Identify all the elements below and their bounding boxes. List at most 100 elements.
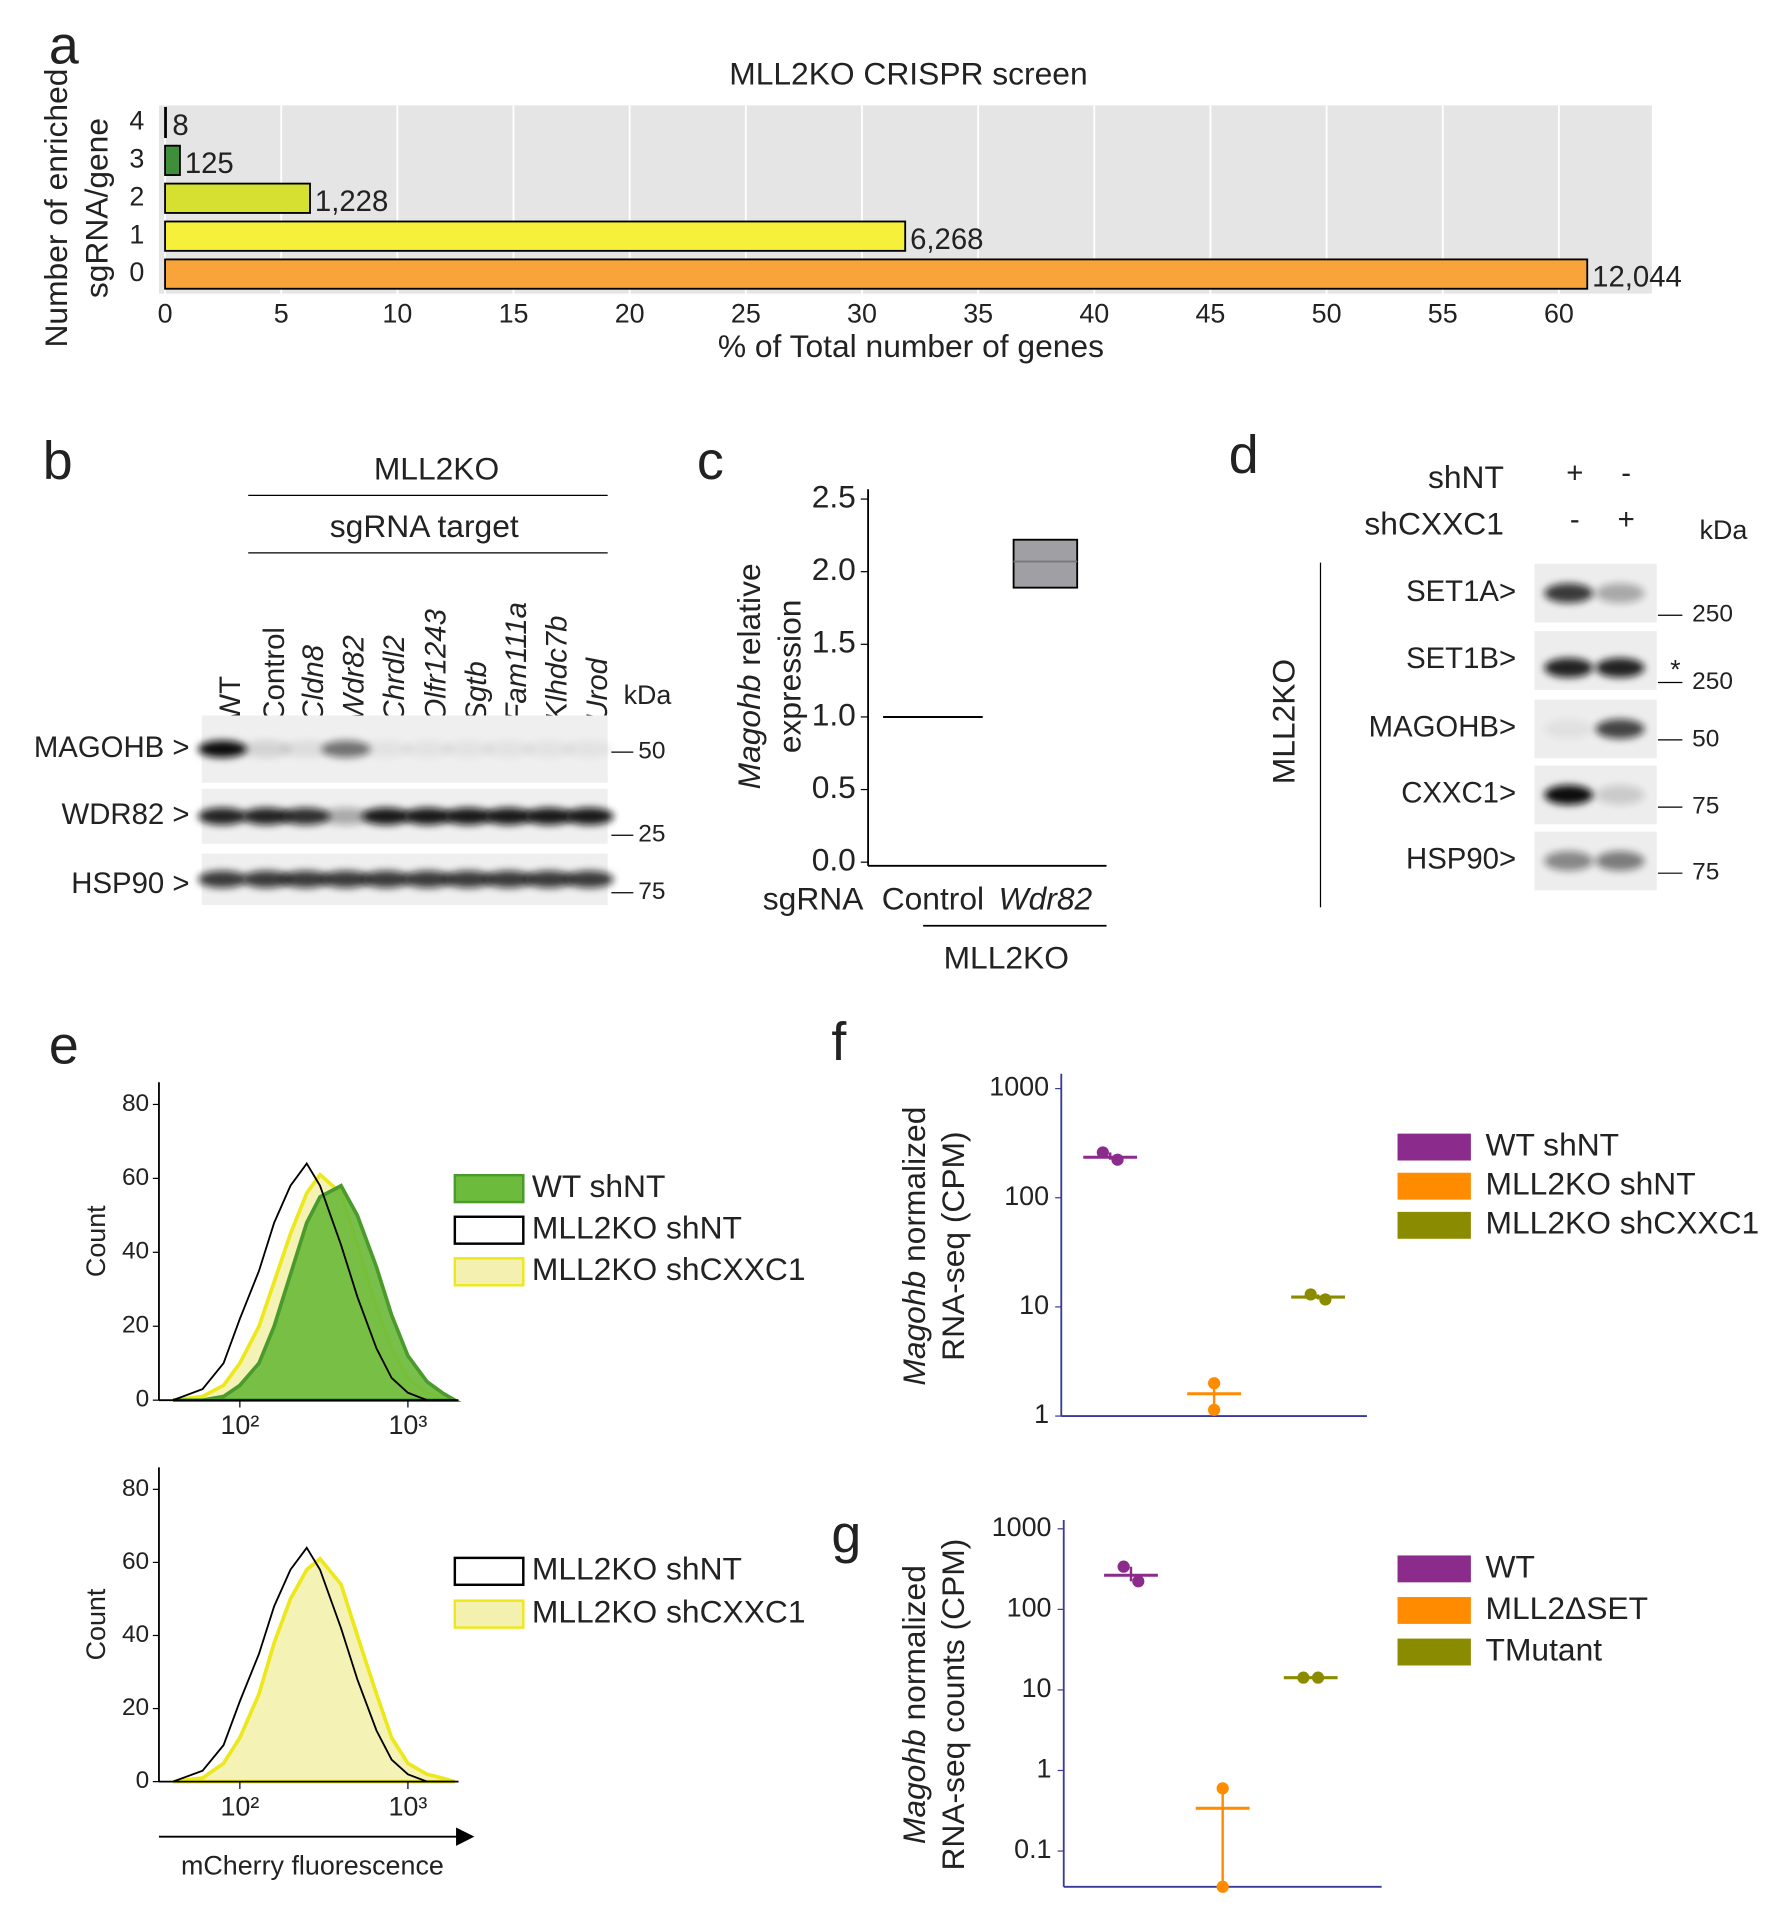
data-label: 12,044 (1592, 261, 1682, 294)
y-tick-label: 40 (122, 1238, 149, 1265)
data-label: 6,268 (910, 223, 983, 256)
legend-label: MLL2KO shCXXC1 (532, 1594, 806, 1630)
marker-label: 50 (638, 738, 665, 765)
bar (164, 144, 181, 176)
row-label: HSP90> (1406, 843, 1516, 876)
data-point (1208, 1377, 1221, 1390)
legend-swatch (1397, 1172, 1471, 1200)
y-axis-label: Number of enriched (38, 69, 74, 348)
unit-label: kDa (1700, 515, 1748, 545)
marker-label: 50 (1692, 725, 1719, 752)
condition-label: shNT (1428, 459, 1504, 495)
y-axis-label-part: Magohb (896, 1271, 932, 1386)
blot-band (1544, 851, 1594, 871)
bar (164, 220, 907, 252)
blot-band (403, 807, 453, 825)
legend-label: WT shNT (532, 1168, 666, 1204)
data-point (1216, 1880, 1229, 1893)
x-tick-label: 35 (963, 299, 993, 329)
legend-label: MLL2KO shCXXC1 (1486, 1205, 1760, 1241)
group-label: MLL2KO (1266, 659, 1302, 784)
x-axis-label: mCherry fluorescence (181, 1850, 444, 1880)
y-tick-label: 60 (122, 1548, 149, 1575)
row-label: MAGOHB> (1369, 711, 1517, 744)
y-tick-label: 1000 (992, 1512, 1052, 1542)
legend-swatch (1397, 1555, 1471, 1583)
blot-band (524, 870, 574, 888)
row-label: WDR82 > (62, 798, 190, 831)
data-point (1117, 1560, 1130, 1573)
blot-band (281, 870, 331, 888)
y-tick-label: 10 (1019, 1290, 1049, 1320)
blot-band (524, 807, 574, 825)
y-axis-label: Magohb relative (731, 563, 767, 789)
y-axis-label: RNA-seq (CPM) (936, 1131, 972, 1360)
blot-band (198, 807, 247, 825)
x-axis-label: sgRNA (763, 881, 864, 917)
y-axis-label-part: Magohb (731, 675, 767, 790)
marker-label: 250 (1692, 601, 1733, 628)
blot-band (1595, 719, 1645, 739)
legend-label: MLL2KO shNT (1486, 1166, 1696, 1202)
panel-letter: b (43, 431, 73, 491)
blot-band (564, 740, 614, 758)
lane-label: Wdr82 (338, 635, 371, 721)
condition-sign: + (1566, 456, 1583, 489)
data-label: 125 (185, 147, 234, 180)
panel-letter: c (697, 431, 724, 491)
panel-letter: g (831, 1505, 861, 1565)
panel-letter: f (831, 1012, 847, 1072)
data-point (1319, 1293, 1332, 1306)
x-tick-label: 40 (1079, 299, 1109, 329)
data-point (1208, 1403, 1221, 1416)
y-tick-label: 80 (122, 1090, 149, 1117)
x-tick-label: 50 (1312, 299, 1342, 329)
data-point (1311, 1671, 1325, 1684)
data-point (1216, 1782, 1229, 1795)
legend-swatch (1397, 1133, 1471, 1161)
group-label: sgRNA target (330, 508, 519, 544)
y-axis-label-part: expression (772, 600, 808, 754)
x-tick-label: 10 (382, 299, 412, 329)
lane-label: Klhdc7b (541, 616, 574, 722)
y-tick-label: 0.0 (812, 842, 856, 878)
y-axis-label: Count (81, 1588, 111, 1660)
marker-label: 25 (638, 821, 665, 848)
row-label: SET1A> (1406, 575, 1516, 608)
y-axis-label: RNA-seq counts (CPM) (936, 1539, 972, 1871)
lane-label: Fam111a (500, 602, 533, 722)
marker-label: 75 (638, 878, 665, 905)
lane-label: Chrdl2 (378, 635, 411, 721)
y-tick-label: 0 (129, 257, 144, 287)
panel-letter: d (1229, 425, 1259, 485)
x-tick-label: Wdr82 (999, 881, 1093, 917)
legend-label: MLL2KO shNT (532, 1210, 742, 1246)
blot-band (321, 870, 371, 888)
condition-sign: + (1618, 503, 1635, 536)
legend-swatch (453, 1599, 525, 1629)
y-tick-label: 3 (129, 143, 144, 173)
data-label: 1,228 (315, 185, 388, 218)
lane-label: Urod (581, 656, 614, 721)
row-label: SET1B> (1406, 642, 1516, 675)
marker-label: 75 (1692, 859, 1719, 886)
y-axis-label-part: normalized (896, 1565, 932, 1729)
blot-band (1595, 785, 1645, 805)
blot-band (564, 870, 614, 888)
lane-label: Olfr1243 (419, 608, 452, 721)
bar (164, 106, 167, 139)
row-label: HSP90 > (71, 867, 189, 900)
y-tick-label: 1.5 (812, 624, 856, 660)
y-tick-label: 0.1 (1014, 1834, 1051, 1864)
blot-band (1544, 583, 1594, 603)
histogram-curve (172, 1546, 455, 1783)
legend-label: WT (1486, 1548, 1535, 1584)
condition-label: shCXXC1 (1364, 505, 1503, 541)
histogram-curve (172, 1161, 455, 1402)
y-tick-label: 1 (1037, 1754, 1052, 1784)
legend-label: TMutant (1486, 1631, 1603, 1667)
y-tick-label: 0 (136, 1767, 150, 1794)
condition-sign: - (1570, 503, 1580, 536)
y-tick-label: 100 (1004, 1181, 1049, 1211)
y-tick-label: 1000 (989, 1072, 1049, 1102)
